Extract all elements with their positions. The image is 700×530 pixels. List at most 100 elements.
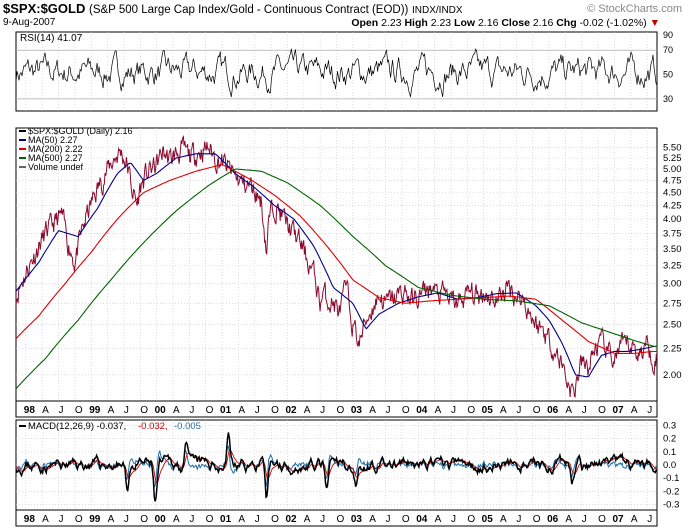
rsi-tick-label: 30 bbox=[663, 94, 673, 104]
x-tick-label: A bbox=[369, 405, 376, 416]
ma200-line bbox=[15, 164, 657, 354]
macd-tick-label: 0.3 bbox=[663, 420, 676, 431]
macd-tick-label: -0.3 bbox=[663, 500, 679, 511]
x-tick-label: 99 bbox=[89, 405, 101, 416]
x-tick-label-bottom: 04 bbox=[416, 514, 428, 525]
price-tick-label: 5.50 bbox=[663, 143, 682, 154]
x-tick-label-bottom: J bbox=[386, 514, 391, 525]
x-tick-label: 01 bbox=[220, 405, 232, 416]
x-tick-label: 06 bbox=[547, 405, 559, 416]
macd-tick-label: -0.2 bbox=[663, 486, 679, 497]
x-tick-label-bottom: O bbox=[206, 514, 214, 525]
x-tick-label: J bbox=[516, 405, 521, 416]
x-tick-label: A bbox=[42, 405, 49, 416]
x-tick-label-bottom: A bbox=[173, 514, 180, 525]
price-tick-label: 4.75 bbox=[663, 175, 682, 186]
x-tick-label-bottom: O bbox=[271, 514, 279, 525]
x-tick-label-bottom: A bbox=[435, 514, 442, 525]
x-tick-label: A bbox=[238, 405, 245, 416]
exchange-label: INDX/INDX bbox=[412, 5, 463, 16]
legend-ma200: MA(200) 2.22 bbox=[28, 144, 83, 154]
x-tick-label: J bbox=[647, 405, 652, 416]
x-tick-label-bottom: O bbox=[598, 514, 606, 525]
x-tick-label-bottom: O bbox=[467, 514, 475, 525]
legend-volume: Volume undef bbox=[28, 162, 84, 172]
x-tick-label-bottom: O bbox=[75, 514, 83, 525]
x-tick-label: O bbox=[533, 405, 541, 416]
x-tick-label-bottom: A bbox=[42, 514, 49, 525]
x-tick-label-bottom: J bbox=[255, 514, 260, 525]
price-tick-label: 3.50 bbox=[663, 244, 682, 255]
x-tick-label: 03 bbox=[351, 405, 363, 416]
x-tick-label: 02 bbox=[285, 405, 297, 416]
x-tick-label-bottom: 05 bbox=[482, 514, 494, 525]
macd-tick-label: -0.1 bbox=[663, 473, 679, 484]
x-tick-label-bottom: 01 bbox=[220, 514, 232, 525]
price-tick-label: 2.25 bbox=[663, 343, 682, 354]
price-tick-label: 2.50 bbox=[663, 320, 682, 331]
x-tick-label-bottom: A bbox=[631, 514, 638, 525]
x-tick-label: J bbox=[189, 405, 194, 416]
macd-legend-label: MACD(12,26,9) -0.037, bbox=[28, 421, 126, 432]
x-tick-label: 04 bbox=[416, 405, 428, 416]
x-tick-label-bottom: 03 bbox=[351, 514, 363, 525]
price-tick-label: 4.25 bbox=[663, 200, 682, 211]
x-tick-label-bottom: J bbox=[124, 514, 129, 525]
x-tick-label: O bbox=[337, 405, 345, 416]
x-tick-label-bottom: 99 bbox=[89, 514, 101, 525]
legend-price: $SPX:$GOLD (Daily) 2.16 bbox=[28, 126, 133, 136]
ohlc-readout: Open 2.23 High 2.23 Low 2.16 Close 2.16 … bbox=[351, 17, 660, 29]
legend-ma500: MA(500) 2.27 bbox=[28, 153, 83, 163]
ma50-line bbox=[15, 153, 657, 378]
x-tick-label: 00 bbox=[155, 405, 167, 416]
chart-symbol: $SPX:$GOLD (S&P 500 Large Cap Index/Gold… bbox=[3, 1, 463, 16]
x-tick-label: O bbox=[140, 405, 148, 416]
macd-tick-label: 0.2 bbox=[663, 434, 676, 445]
x-tick-label-bottom: 98 bbox=[24, 514, 36, 525]
x-tick-label: J bbox=[451, 405, 456, 416]
close-label: Close bbox=[501, 17, 530, 29]
x-tick-label: A bbox=[435, 405, 442, 416]
x-tick-label: J bbox=[255, 405, 260, 416]
chg-value: -0.02 (-1.02%) bbox=[579, 17, 647, 29]
low-label: Low bbox=[454, 17, 476, 29]
price-tick-label: 3.00 bbox=[663, 279, 682, 290]
x-tick-label: J bbox=[582, 405, 587, 416]
x-tick-label: 07 bbox=[612, 405, 624, 416]
down-arrow-icon: ▼ bbox=[649, 17, 660, 29]
x-tick-label-bottom: 07 bbox=[612, 514, 624, 525]
x-tick-label-bottom: 06 bbox=[547, 514, 559, 525]
macd-line bbox=[15, 432, 658, 502]
x-tick-label: A bbox=[108, 405, 115, 416]
x-tick-label: O bbox=[75, 405, 83, 416]
macd-tick-label: 0.1 bbox=[663, 447, 676, 458]
open-value: 2.23 bbox=[381, 17, 402, 29]
x-tick-label-bottom: J bbox=[451, 514, 456, 525]
open-label: Open bbox=[351, 17, 379, 29]
macd-legend-signal: -0.032, bbox=[138, 421, 168, 432]
high-label: High bbox=[404, 17, 428, 29]
low-value: 2.16 bbox=[477, 17, 499, 29]
x-tick-label-bottom: A bbox=[500, 514, 507, 525]
x-tick-label-bottom: O bbox=[402, 514, 410, 525]
x-tick-label: A bbox=[173, 405, 180, 416]
x-tick-label: A bbox=[631, 405, 638, 416]
x-tick-label-bottom: O bbox=[337, 514, 345, 525]
chg-label: Chg bbox=[556, 17, 577, 29]
x-tick-label: A bbox=[500, 405, 507, 416]
x-tick-label: O bbox=[402, 405, 410, 416]
x-tick-label-bottom: O bbox=[533, 514, 541, 525]
x-tick-label: A bbox=[304, 405, 311, 416]
ma500-line bbox=[15, 168, 657, 390]
x-tick-label-bottom: 00 bbox=[155, 514, 167, 525]
price-tick-label: 3.25 bbox=[663, 261, 682, 272]
x-tick-label: J bbox=[320, 405, 325, 416]
x-tick-label: O bbox=[598, 405, 606, 416]
x-tick-label-bottom: A bbox=[304, 514, 311, 525]
x-tick-label: O bbox=[271, 405, 279, 416]
brand-watermark: © StockCharts.com bbox=[587, 3, 682, 15]
price-line bbox=[15, 134, 658, 398]
x-tick-label: J bbox=[59, 405, 64, 416]
x-tick-label: 05 bbox=[482, 405, 494, 416]
